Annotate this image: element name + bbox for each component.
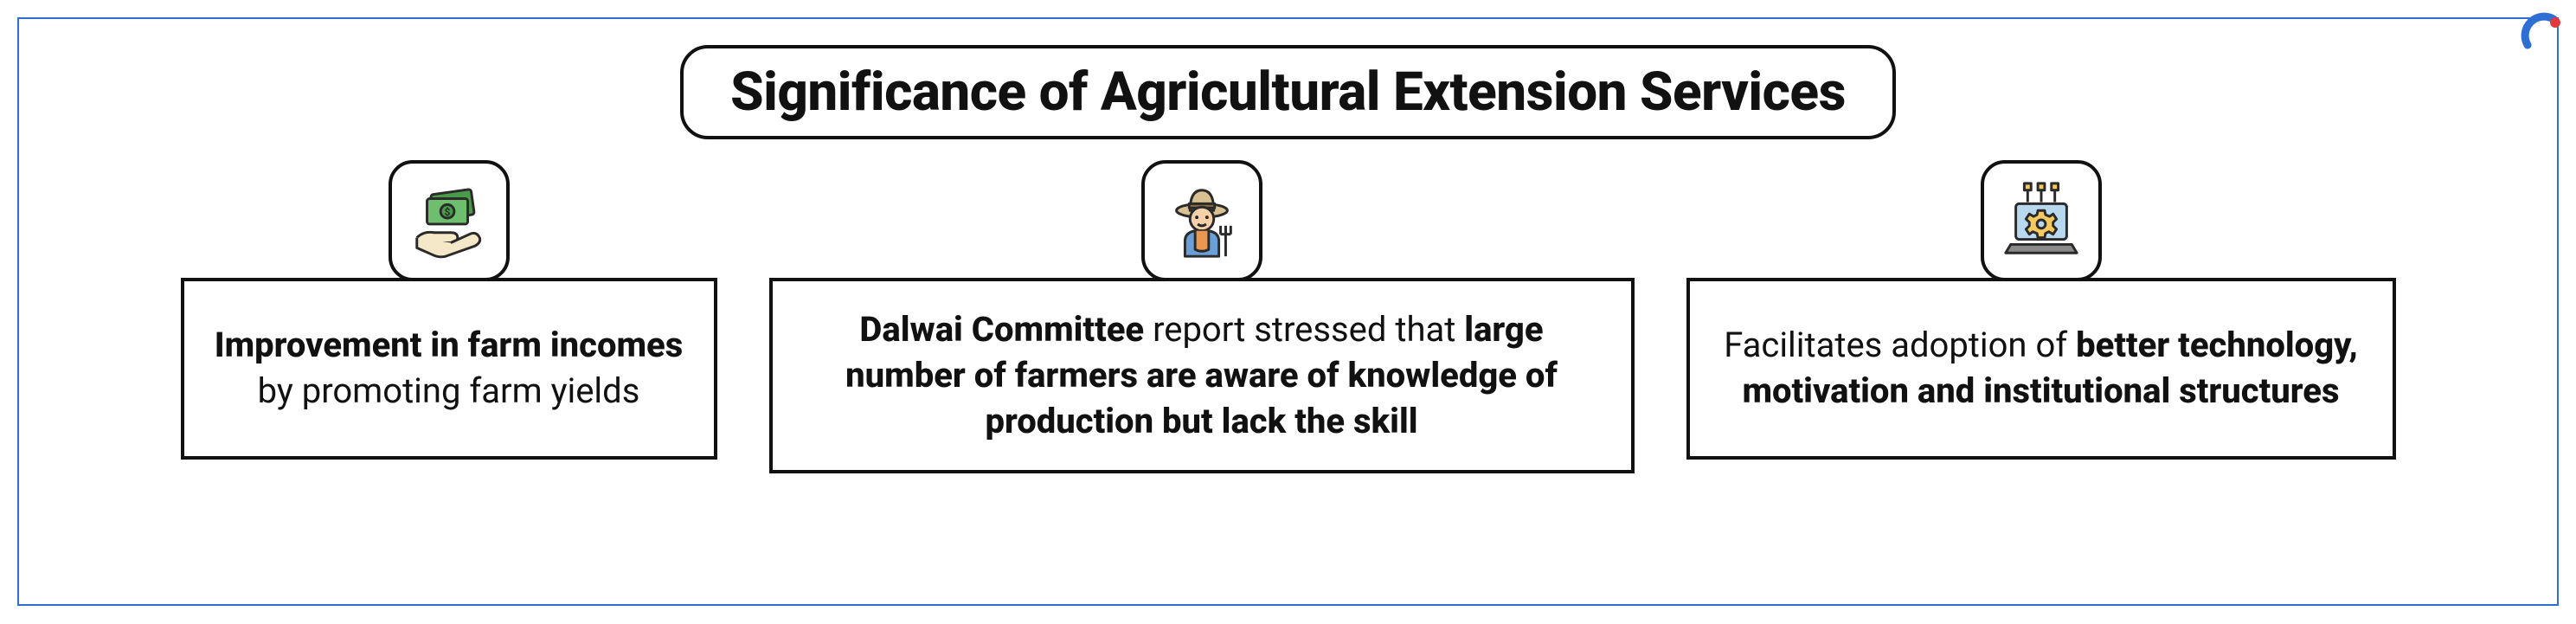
page-title: Significance of Agricultural Extension S… <box>730 61 1846 124</box>
cards-row: $ Improvement in farm incomes by promoti… <box>71 160 2505 473</box>
card-text: Facilitates adoption of better technolog… <box>1718 323 2365 415</box>
svg-text:$: $ <box>444 206 450 218</box>
text-segment: Dalwai Committee <box>859 309 1144 350</box>
title-box: Significance of Agricultural Extension S… <box>680 45 1896 139</box>
card-text: Improvement in farm incomes by promoting… <box>212 323 686 415</box>
card-item: Facilitates adoption of better technolog… <box>1686 160 2396 460</box>
text-segment: Improvement in farm incomes <box>215 325 684 365</box>
farmer-icon <box>1141 160 1262 281</box>
text-segment: report stressed that <box>1144 309 1464 350</box>
text-segment: Facilitates adoption of <box>1724 325 2076 365</box>
card-item: $ Improvement in farm incomes by promoti… <box>181 160 717 460</box>
outer-frame: Significance of Agricultural Extension S… <box>17 17 2559 606</box>
money-hand-icon: $ <box>389 160 510 281</box>
tech-laptop-icon <box>1981 160 2102 281</box>
card-text: Dalwai Committee report stressed that la… <box>800 307 1603 444</box>
card-item: Dalwai Committee report stressed that la… <box>769 160 1635 473</box>
card-box: Improvement in farm incomes by promoting… <box>181 278 717 460</box>
card-box: Facilitates adoption of better technolog… <box>1686 278 2396 460</box>
brand-logo <box>2519 10 2566 57</box>
card-box: Dalwai Committee report stressed that la… <box>769 278 1635 473</box>
text-segment: by promoting farm yields <box>258 370 640 411</box>
